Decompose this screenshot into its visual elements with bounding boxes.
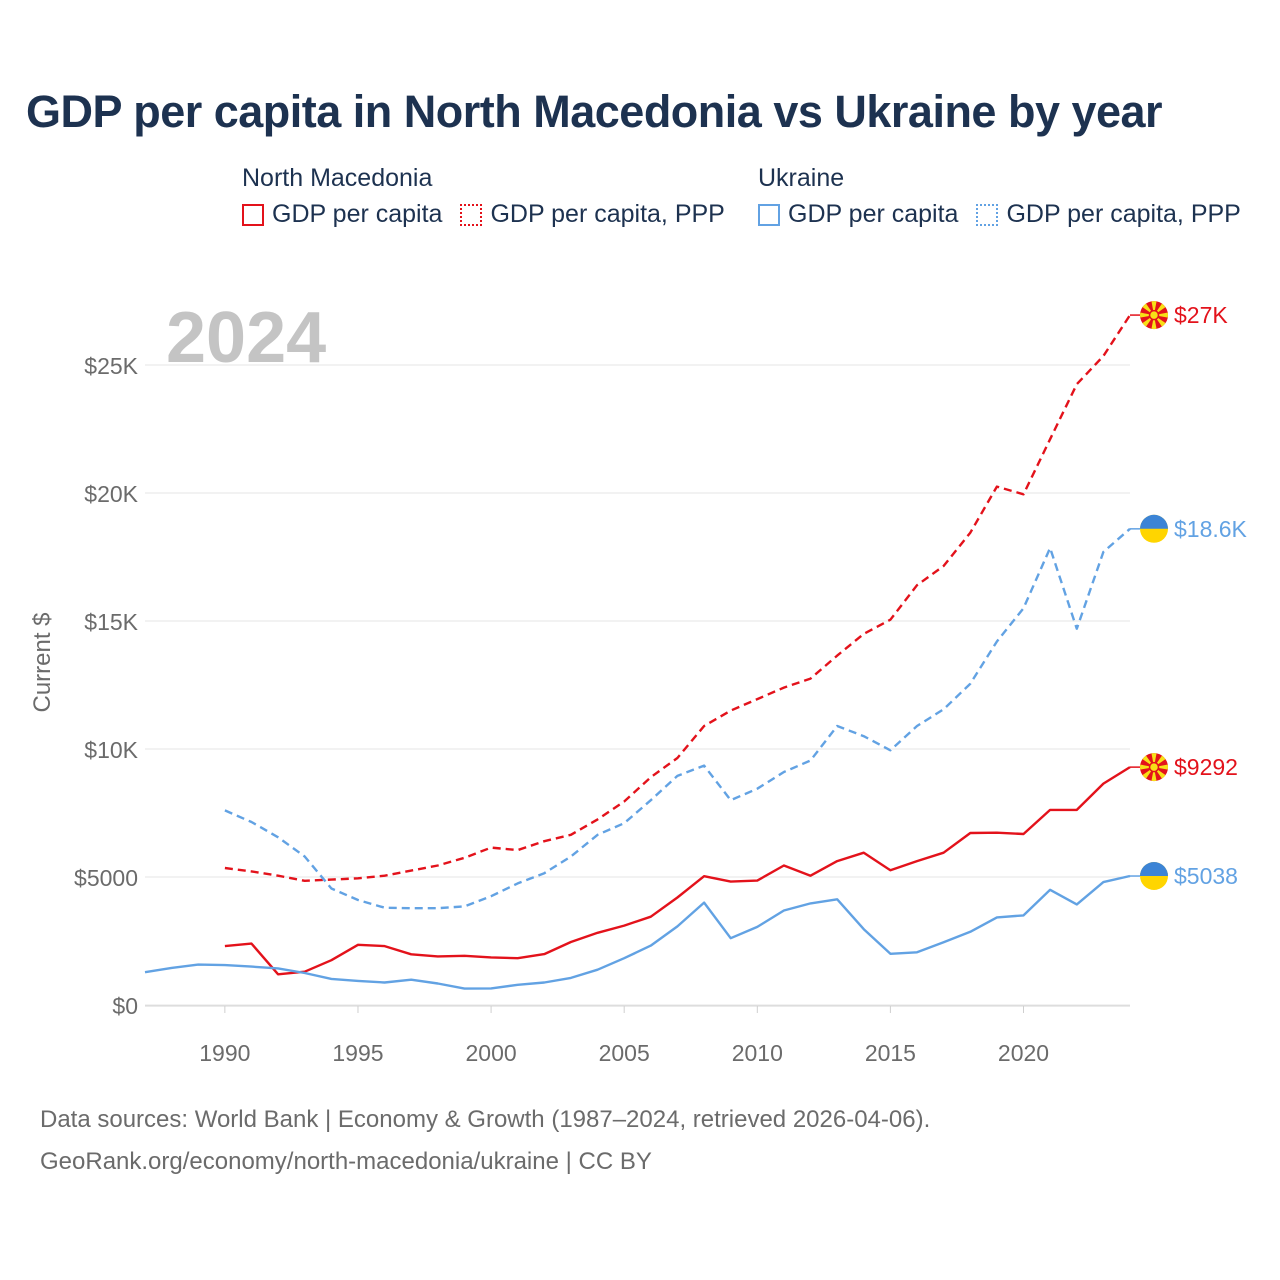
legend-group-title: Ukraine (758, 164, 845, 192)
legend-group-ukraine: Ukraine GDP per capita GDP per capita, P… (758, 160, 1259, 229)
legend-group-title: North Macedonia (242, 164, 433, 192)
legend-item-mk-gdp-ppp[interactable]: GDP per capita, PPP (460, 200, 725, 229)
series-line (224, 314, 1132, 882)
x-tick-label: 2005 (599, 1040, 650, 1066)
axes: $0 $5000 $10K $15K $20K $25K 1990 1995 2000 2005 2… (29, 353, 1130, 1066)
credit-link[interactable]: GeoRank.org/economy/north-macedonia/ukra… (40, 1148, 652, 1175)
legend-item-label: GDP per capita (272, 200, 443, 228)
x-tick-label: 1990 (199, 1040, 250, 1066)
source-note: Data sources: World Bank | Economy & Gro… (40, 1106, 931, 1133)
x-tick-label: 2010 (732, 1040, 783, 1066)
legend-item-mk-gdp[interactable]: GDP per capita (242, 200, 442, 229)
legend-item-label: GDP per capita, PPP (1006, 200, 1241, 228)
legend-swatch-solid (242, 203, 264, 226)
y-tick-label: $20K (84, 481, 138, 507)
end-value-label: $5038 (1174, 863, 1238, 889)
y-tick-label: $0 (112, 993, 138, 1019)
end-value-label: $27K (1174, 302, 1228, 328)
x-tick-label: 1995 (332, 1040, 383, 1066)
legend-swatch-solid (758, 203, 780, 226)
end-labels: $27K $18.6K $9292 $5038 (1130, 301, 1248, 890)
x-tick-label: 2015 (865, 1040, 916, 1066)
legend-item-ua-gdp-ppp[interactable]: GDP per capita, PPP (976, 200, 1241, 229)
legend-item-ua-gdp[interactable]: GDP per capita (758, 200, 958, 229)
legend-group-north-macedonia: North Macedonia GDP per capita GDP per c… (242, 160, 743, 229)
y-tick-label: $15K (84, 609, 138, 635)
legend-item-label: GDP per capita, PPP (490, 200, 725, 228)
year-watermark: 2024 (166, 298, 326, 378)
y-tick-label: $25K (84, 353, 138, 379)
y-tick-label: $10K (84, 737, 138, 763)
y-axis-title: Current $ (29, 612, 56, 712)
legend-swatch-dotted (460, 203, 483, 226)
x-tick-label: 2000 (465, 1040, 516, 1066)
legend-item-label: GDP per capita (788, 200, 959, 228)
series-line (224, 527, 1131, 910)
series-lines (144, 314, 1132, 990)
chart-title: GDP per capita in North Macedonia vs Ukr… (26, 86, 1163, 137)
series-line (144, 874, 1131, 990)
end-value-label: $9292 (1174, 754, 1238, 780)
legend-swatch-dotted (976, 203, 999, 226)
y-tick-label: $5000 (74, 865, 138, 891)
flag-ukraine-icon (1140, 862, 1168, 890)
gridlines (145, 364, 1130, 1006)
x-tick-label: 2020 (998, 1040, 1049, 1066)
series-line (224, 766, 1131, 976)
end-value-label: $18.6K (1174, 516, 1248, 542)
flag-ukraine-icon (1140, 514, 1168, 543)
